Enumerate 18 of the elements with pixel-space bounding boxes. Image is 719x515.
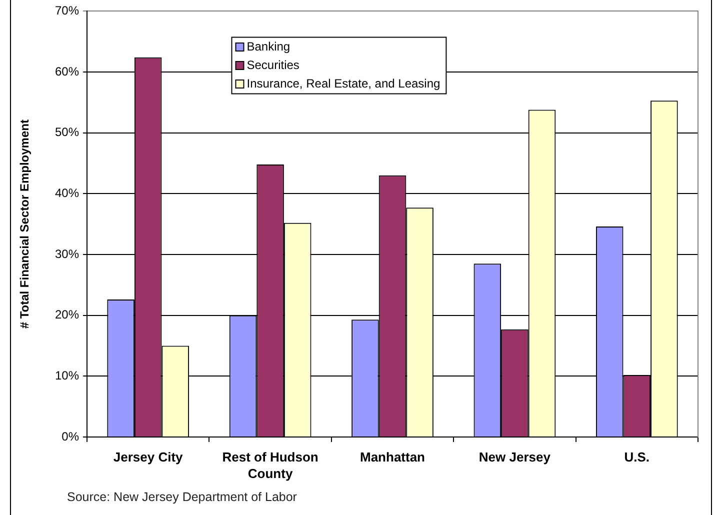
y-tick-label: 50% bbox=[54, 125, 80, 140]
y-tick-label: 20% bbox=[54, 308, 80, 322]
y-tick-label: 60% bbox=[54, 64, 80, 78]
legend-label: Banking bbox=[246, 39, 290, 54]
legend-label: Securities bbox=[246, 58, 300, 72]
x-tick-label: U.S. bbox=[624, 450, 650, 465]
y-tick-label: 40% bbox=[54, 186, 80, 200]
legend-label: Insurance, Real Estate, and Leasing bbox=[246, 76, 440, 90]
x-tick-label: Jersey City bbox=[113, 450, 184, 465]
x-tick-label: Manhattan bbox=[360, 450, 426, 465]
x-tick-label: New Jersey bbox=[478, 450, 552, 465]
source-note: Source: New Jersey Department of Labor bbox=[67, 490, 297, 504]
y-tick-label: 70% bbox=[54, 4, 80, 18]
y-tick-label: 0% bbox=[62, 429, 80, 444]
y-tick-label: 30% bbox=[54, 246, 80, 261]
y-axis-title: # Total Financial Sector Employment bbox=[18, 120, 32, 329]
y-tick-label: 10% bbox=[54, 368, 80, 382]
x-tick-label: Rest of Hudson County bbox=[222, 450, 318, 481]
